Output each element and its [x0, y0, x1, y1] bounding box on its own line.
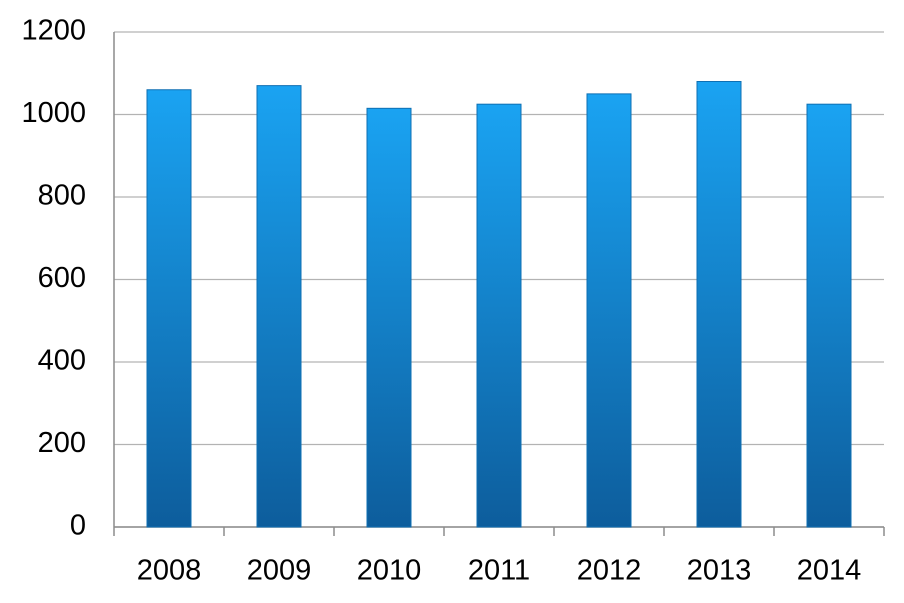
bar [146, 89, 192, 528]
bar [476, 103, 522, 528]
y-tick-label: 200 [38, 427, 86, 459]
x-tick-label: 2010 [357, 555, 422, 587]
x-tick-label: 2009 [247, 555, 312, 587]
y-tick-label: 800 [38, 180, 86, 212]
x-tick-label: 2008 [137, 555, 202, 587]
x-tick-label: 2014 [797, 555, 862, 587]
y-tick-label: 0 [70, 510, 86, 542]
bar [586, 93, 632, 528]
y-tick-label: 400 [38, 345, 86, 377]
y-tick-label: 600 [38, 262, 86, 294]
x-tick-label: 2012 [577, 555, 642, 587]
bar [696, 81, 742, 528]
y-tick-label: 1200 [21, 15, 86, 47]
x-tick-label: 2011 [468, 555, 530, 587]
y-tick-label: 1000 [21, 97, 86, 129]
bar [366, 107, 412, 528]
x-tick-label: 2013 [687, 555, 752, 587]
bar [256, 85, 302, 528]
bar [806, 103, 852, 528]
